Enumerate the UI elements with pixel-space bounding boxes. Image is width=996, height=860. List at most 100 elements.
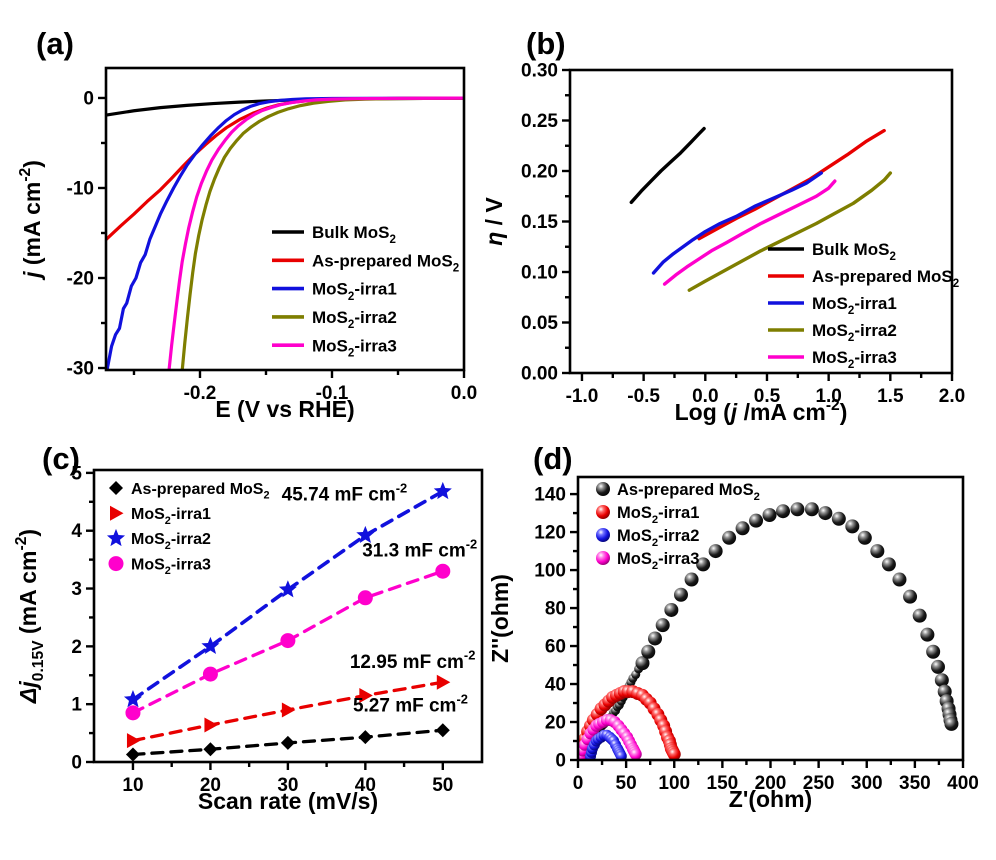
y-tick-label: -30 xyxy=(67,359,94,380)
legend-label: MoS2-irra1 xyxy=(617,504,699,526)
x-tick-label: 350 xyxy=(899,773,931,794)
panel-b: -1.0 -0.5 0.0 0.5 1.0 1.5 2.0 0.00 0.05 0.10 0.15 0… xyxy=(481,26,965,425)
legend-item-mos2-irra3: MoS2-irra3 xyxy=(272,336,397,359)
data-point-sphere xyxy=(818,506,833,521)
legend-item-mos2-irra3: MoS2-irra3 xyxy=(596,550,699,572)
y-tick-label: 0.15 xyxy=(521,212,558,233)
data-point-sphere xyxy=(926,644,941,659)
data-point-marker xyxy=(435,563,451,579)
data-point-marker xyxy=(278,580,297,598)
data-point-sphere xyxy=(635,656,650,671)
data-point-sphere xyxy=(673,587,688,602)
panel-c-series-mos2-irra1 xyxy=(126,674,451,749)
data-point-sphere xyxy=(696,557,711,572)
panel-c-series-mos2-irra2 xyxy=(123,481,452,708)
data-point-marker xyxy=(356,525,375,544)
panel-b-series-mos2-irra1 xyxy=(651,171,823,275)
data-point-sphere xyxy=(831,511,846,526)
legend-label: MoS2-irra1 xyxy=(131,506,211,527)
legend-label: MoS2-irra2 xyxy=(131,531,211,552)
data-point-marker xyxy=(435,723,450,738)
y-tick-label: 0.05 xyxy=(521,313,558,334)
y-tick-label: 80 xyxy=(545,599,566,620)
legend-item-as-prepared-mos2: As-prepared MoS2 xyxy=(272,251,459,275)
panel-d-x-axis-title: Z'(ohm) xyxy=(729,786,812,812)
y-tick-label: 20 xyxy=(545,713,566,734)
legend-item-mos2-irra1: MoS2-irra1 xyxy=(596,504,699,526)
y-tick-label: 0.10 xyxy=(521,263,558,284)
panel-a-curve-mos2-irra1 xyxy=(105,96,465,371)
data-point-sphere xyxy=(920,627,935,642)
data-point-marker xyxy=(204,717,218,733)
data-point-marker xyxy=(280,633,296,649)
y-tick-label: 0 xyxy=(83,88,94,109)
y-tick-label: 0 xyxy=(555,751,566,772)
x-tick-label: 10 xyxy=(122,775,143,796)
y-tick-label: 100 xyxy=(534,561,566,582)
x-tick-label: 20 xyxy=(200,775,221,796)
data-point-sphere xyxy=(944,716,959,731)
y-tick-label: 0 xyxy=(71,753,82,774)
y-tick-label: 40 xyxy=(545,675,566,696)
data-point-marker xyxy=(125,747,140,762)
panel-b-plot-area xyxy=(629,126,893,292)
panel-b-curve-mos2-irra3 xyxy=(662,179,837,286)
x-tick-label: -0.5 xyxy=(627,386,660,407)
panel-a-x-axis-title: E (V vs RHE) xyxy=(215,396,354,422)
data-point-sphere xyxy=(735,521,750,536)
x-tick-label: 1.5 xyxy=(877,386,904,407)
x-tick-label: -0.2 xyxy=(184,383,217,404)
data-point-marker xyxy=(203,742,218,757)
legend-marker-swatch xyxy=(110,505,124,521)
legend-label: As-prepared MoS2 xyxy=(312,251,459,274)
data-point-sphere xyxy=(708,544,723,559)
panel-d-legend: As-prepared MoS2MoS2-irra1MoS2-irra2MoS2… xyxy=(596,481,760,572)
panel-a-series-mos2-irra3 xyxy=(167,96,465,371)
legend-item-mos2-irra3: MoS2-irra3 xyxy=(768,348,897,371)
x-tick-label: 300 xyxy=(851,773,883,794)
legend-marker-swatch xyxy=(108,556,124,572)
legend-item-as-prepared-mos2: As-prepared MoS2 xyxy=(109,481,270,502)
legend-item-mos2-irra1: MoS2-irra1 xyxy=(768,294,897,317)
data-point-marker xyxy=(126,733,141,749)
data-point-marker xyxy=(281,702,296,718)
legend-label: As-prepared MoS2 xyxy=(617,481,760,503)
panel-a-series-mos2-irra2 xyxy=(180,96,465,371)
y-tick-label: 1 xyxy=(71,695,82,716)
data-point-sphere xyxy=(664,602,679,617)
legend-item-mos2-irra2: MoS2-irra2 xyxy=(106,528,211,552)
data-point-marker xyxy=(436,674,451,690)
panel-label-a: (a) xyxy=(36,26,74,61)
panel-label-c: (c) xyxy=(42,441,80,476)
panel-c-series-as-prepared-mos2 xyxy=(125,723,450,762)
legend-item-mos2-irra2: MoS2-irra2 xyxy=(272,308,397,331)
x-tick-label: 2.0 xyxy=(939,386,965,407)
legend-item-as-prepared-mos2: As-prepared MoS2 xyxy=(768,267,959,290)
x-tick-label: 50 xyxy=(432,775,453,796)
panel-b-ticks xyxy=(562,68,954,381)
x-tick-label: 0.0 xyxy=(451,383,477,404)
panel-d-series-mos2-irra1 xyxy=(577,685,681,761)
data-point-sphere xyxy=(934,673,949,688)
panel-a-series-mos2-irra1 xyxy=(105,96,465,371)
legend-label: As-prepared MoS2 xyxy=(812,267,959,290)
data-point-sphere xyxy=(857,530,872,545)
legend-sphere-swatch xyxy=(596,505,610,519)
panel-c-x-axis-title: Scan rate (mV/s) xyxy=(198,788,378,814)
legend-label: MoS2-irra2 xyxy=(617,527,699,549)
x-tick-label: 150 xyxy=(707,773,739,794)
panel-a-legend: Bulk MoS2 As-prepared MoS2 MoS2-irra1 MoS2-… xyxy=(272,223,459,359)
panel-c-annotation-2: 12.95 mF cm-2 xyxy=(350,647,476,672)
panel-c-legend: As-prepared MoS2 MoS2-irra1 MoS2-irra2 MoS2… xyxy=(106,481,270,577)
data-point-sphere xyxy=(641,644,656,659)
x-tick-label: 250 xyxy=(803,773,835,794)
panel-b-x-axis-title: Log (j /mA cm-2) xyxy=(675,397,848,425)
panel-a-curve-mos2-irra2 xyxy=(180,96,465,371)
legend-item-mos2-irra1: MoS2-irra1 xyxy=(110,505,211,527)
x-tick-label: 100 xyxy=(658,773,690,794)
legend-sphere-swatch xyxy=(596,482,610,496)
legend-sphere-swatch xyxy=(596,528,610,542)
data-point-sphere xyxy=(615,750,627,761)
data-point-marker xyxy=(280,735,295,750)
